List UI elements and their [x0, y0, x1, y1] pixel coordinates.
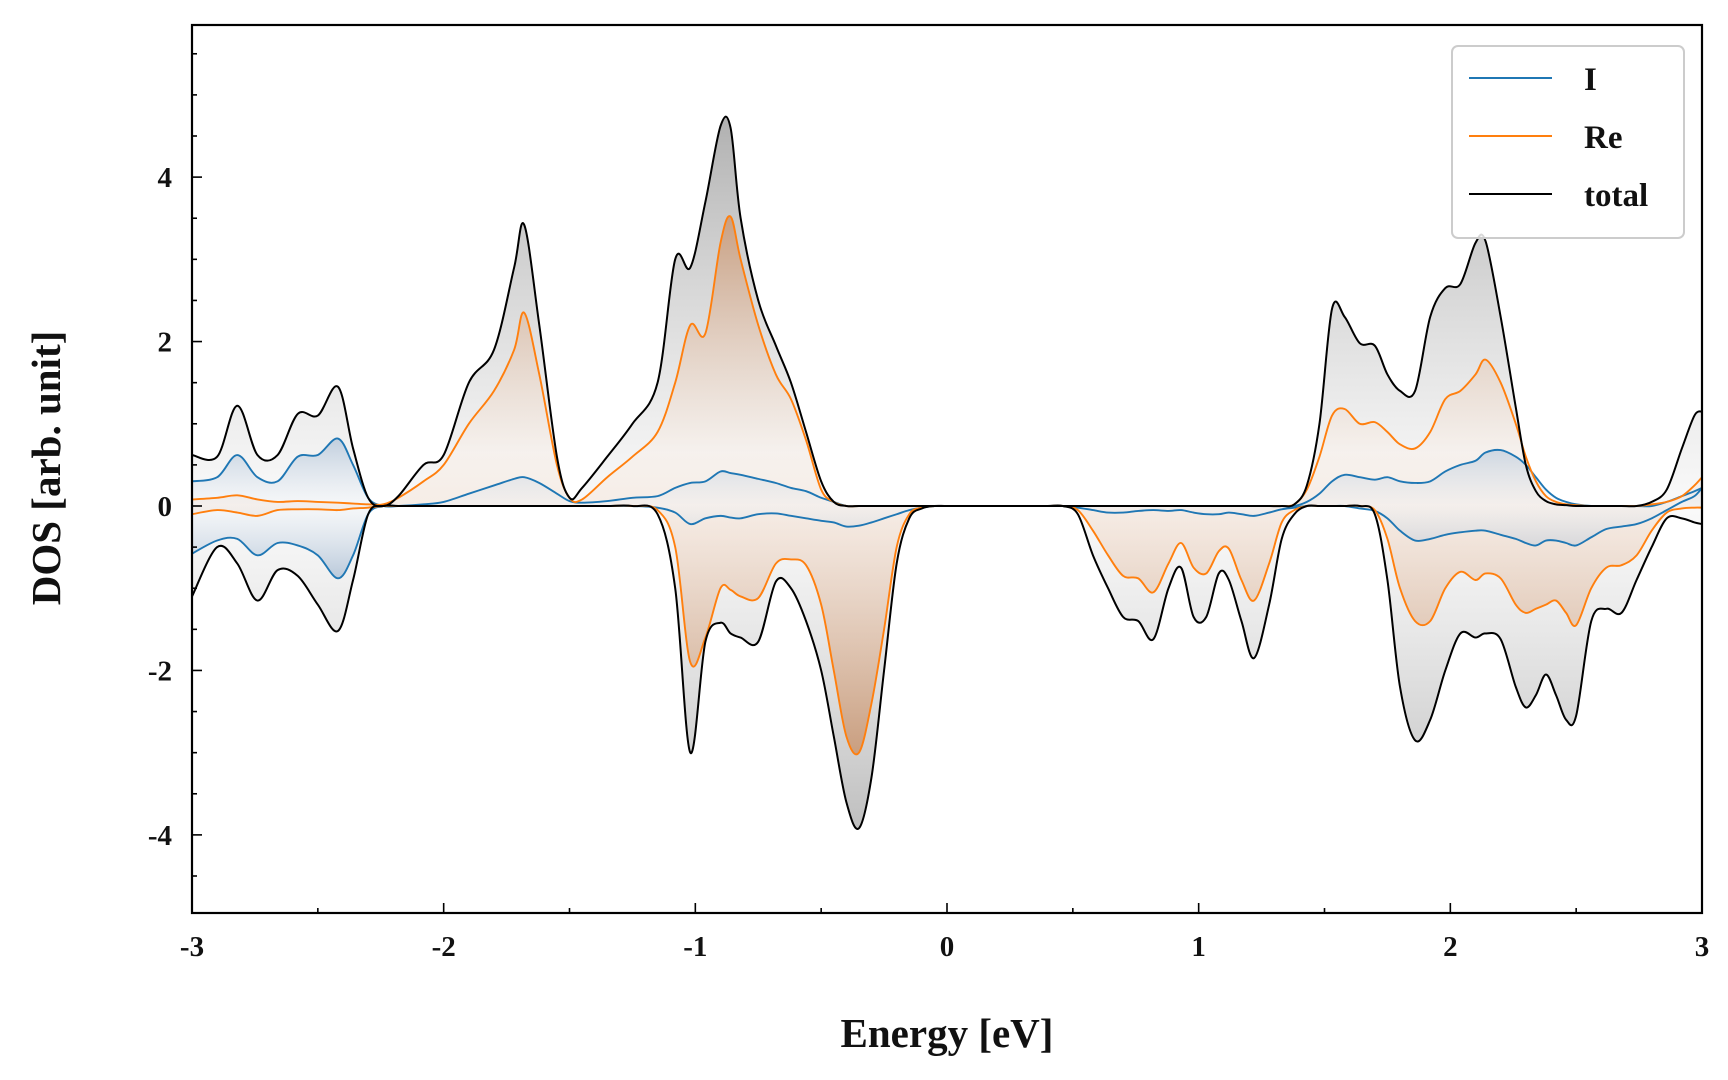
- line-total-spin-down: [192, 504, 1702, 830]
- y-tick-label: 0: [158, 491, 173, 523]
- axis-ticks: [191, 52, 1703, 913]
- x-tick-label: -2: [432, 931, 456, 963]
- dos-series-lines: [192, 115, 1702, 830]
- y-axis-title: DOS [arb. unit]: [23, 331, 69, 606]
- x-tick-label: 3: [1695, 931, 1710, 963]
- y-tick-label: 4: [158, 162, 173, 194]
- fill-total-spin-up: [192, 116, 1702, 507]
- x-tick-label: -3: [180, 931, 204, 963]
- x-tick-label: -1: [683, 931, 707, 963]
- x-tick-label: 1: [1191, 931, 1206, 963]
- legend-label-total: total: [1584, 178, 1648, 214]
- legend-box: [1451, 45, 1685, 239]
- x-tick-label: 2: [1443, 931, 1458, 963]
- legend: I Re total: [1451, 45, 1685, 239]
- legend-label-re: Re: [1584, 120, 1622, 156]
- y-tick-label: -4: [148, 820, 172, 852]
- legend-label-i: I: [1584, 62, 1597, 98]
- y-tick-label: -2: [148, 655, 172, 687]
- y-tick-label: 2: [158, 327, 173, 359]
- x-axis-title: Energy [eV]: [841, 1010, 1054, 1056]
- y-tick-labels: -4 -2 0 2 4: [148, 162, 172, 852]
- x-tick-labels: -3 -2 -1 0 1 2 3: [180, 931, 1709, 963]
- x-tick-label: 0: [940, 931, 955, 963]
